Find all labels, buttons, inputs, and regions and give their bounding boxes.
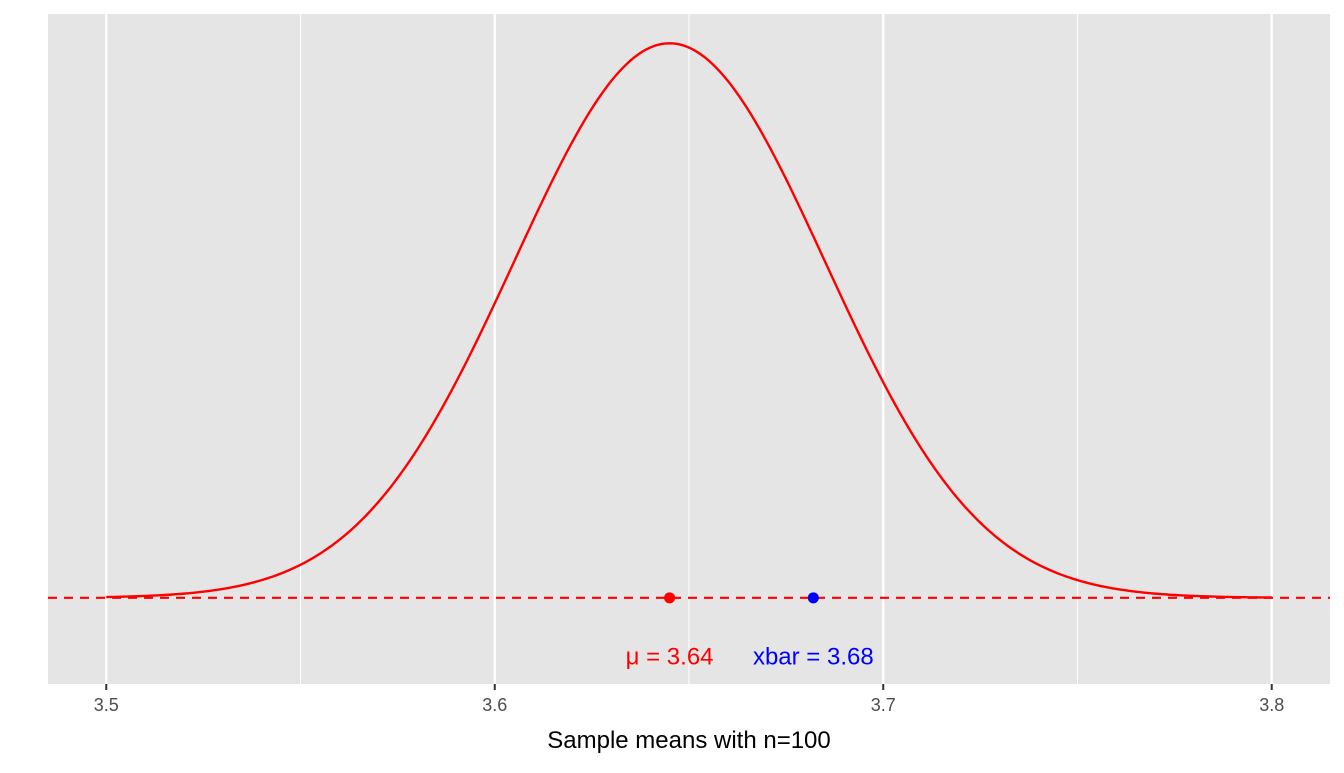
minor-gridlines [299,14,1079,684]
mu-point [664,592,676,604]
x-tick-label: 3.7 [871,695,896,715]
x-tick-label: 3.6 [482,695,507,715]
xbar-point [807,592,819,604]
major-gridlines [105,14,1273,684]
density-curve [106,42,1272,599]
mu-label: μ = 3.64 [626,644,714,671]
x-tick-label: 3.5 [94,695,119,715]
plot-marks: μ = 3.64 xbar = 3.68 [48,42,1330,671]
x-axis-title: Sample means with n=100 [547,727,831,754]
xbar-label: xbar = 3.68 [753,644,874,671]
x-tick-label: 3.8 [1259,695,1284,715]
x-axis: 3.5 3.6 3.7 3.8 [94,684,1284,715]
